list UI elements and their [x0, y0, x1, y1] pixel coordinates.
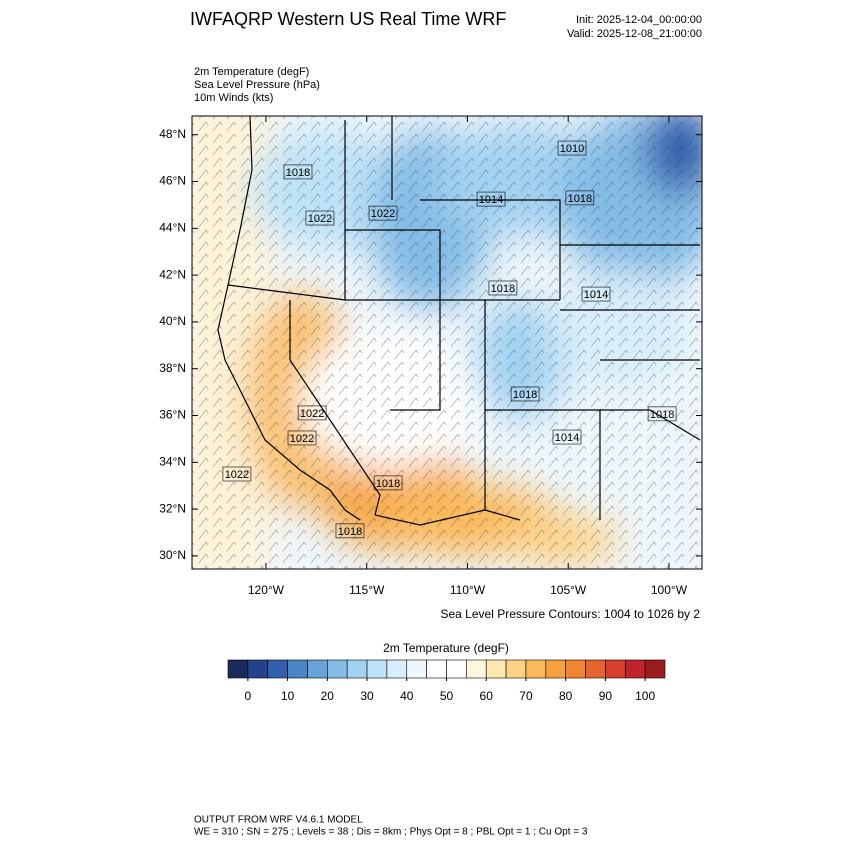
- colorbar-box: [644, 659, 666, 679]
- colorbar-box: [446, 659, 467, 679]
- colorbar-tick-label: 50: [440, 689, 454, 703]
- contour-label-box: [647, 406, 677, 422]
- contour-label: 1014: [479, 194, 503, 206]
- colorbar-box: [426, 659, 447, 679]
- x-tick-label: 120°W: [248, 583, 285, 597]
- colorbar-tick-label: 60: [480, 689, 494, 703]
- y-tick-label: 30°N: [159, 548, 186, 562]
- y-tick-label: 46°N: [159, 174, 186, 188]
- contour-label: 1022: [300, 408, 324, 420]
- colorbar-box: [505, 659, 527, 679]
- colorbar-box: [406, 659, 427, 679]
- init-time: Init: 2025-12-04_00:00:00: [576, 14, 702, 26]
- colorbar-box: [327, 659, 348, 679]
- contour-label-box: [488, 280, 518, 296]
- x-tick-label: 100°W: [651, 583, 688, 597]
- map-field: [192, 116, 702, 569]
- contour-label-box: [557, 140, 587, 156]
- colorbar-box: [267, 659, 288, 679]
- field-label: 2m Temperature (degF): [194, 66, 309, 78]
- y-tick-label: 44°N: [159, 220, 186, 234]
- contour-label-box: [297, 405, 327, 421]
- footer-line: WE = 310 ; SN = 275 ; Levels = 38 ; Dis …: [194, 827, 588, 838]
- contour-label-box: [305, 210, 335, 226]
- colorbar-tick-label: 10: [281, 689, 295, 703]
- colorbar-box: [466, 659, 487, 679]
- colorbar-box: [366, 659, 388, 679]
- y-tick-label: 34°N: [159, 454, 186, 468]
- contour-label-box: [287, 430, 317, 446]
- colorbar-box: [525, 659, 547, 679]
- field-label: 10m Winds (kts): [194, 92, 273, 104]
- contour-label-box: [373, 475, 403, 491]
- colorbar-box: [565, 659, 586, 679]
- colorbar-tick-label: 80: [559, 689, 573, 703]
- contour-label: 1022: [308, 213, 332, 225]
- x-tick-label: 105°W: [550, 583, 587, 597]
- x-tick-label: 110°W: [450, 583, 486, 597]
- colorbar-box: [485, 659, 507, 679]
- y-tick-label: 42°N: [159, 267, 186, 281]
- contour-label: 1022: [225, 469, 249, 481]
- contour-label-box: [222, 466, 252, 482]
- colorbar-box: [624, 659, 646, 679]
- contour-label: 1018: [491, 283, 515, 295]
- contour-label: 1018: [568, 193, 592, 205]
- contour-label: 1022: [371, 208, 395, 220]
- contour-label: 1018: [338, 526, 362, 538]
- colorbar-box: [585, 659, 606, 679]
- contour-label: 1014: [584, 289, 608, 301]
- contour-label-box: [368, 205, 398, 221]
- colorbar-box: [307, 659, 328, 679]
- colorbar-tick-label: 100: [635, 689, 655, 703]
- contour-label: 1010: [560, 143, 584, 155]
- colorbar-box: [287, 659, 308, 679]
- contour-note: Sea Level Pressure Contours: 1004 to 102…: [441, 607, 701, 621]
- title: IWFAQRP Western US Real Time WRF: [190, 9, 506, 29]
- colorbar-box: [346, 659, 368, 679]
- valid-time: Valid: 2025-12-08_21:00:00: [567, 28, 702, 40]
- colorbar-tick-label: 40: [400, 689, 414, 703]
- colorbar-box: [545, 659, 566, 679]
- colorbar-box: [605, 659, 626, 679]
- contour-label-box: [335, 523, 365, 539]
- y-tick-label: 32°N: [159, 501, 186, 515]
- y-tick-label: 40°N: [159, 314, 186, 328]
- x-tick-label: 115°W: [349, 583, 385, 597]
- colorbar-tick-label: 20: [321, 689, 335, 703]
- colorbar-box: [386, 659, 408, 679]
- footer-line: OUTPUT FROM WRF V4.6.1 MODEL: [194, 815, 363, 826]
- contour-label: 1018: [376, 478, 400, 490]
- contour-label: 1018: [286, 167, 310, 179]
- contour-label: 1022: [290, 433, 314, 445]
- contour-label: 1018: [650, 409, 674, 421]
- contour-label: 1014: [555, 432, 579, 444]
- contour-label-box: [476, 191, 506, 207]
- contour-label-box: [581, 286, 611, 302]
- map-frame: [191, 115, 703, 570]
- field-label: Sea Level Pressure (hPa): [194, 79, 320, 91]
- colorbar-tick-label: 90: [599, 689, 613, 703]
- contour-label-box: [283, 164, 313, 180]
- y-tick-label: 48°N: [159, 127, 186, 141]
- y-tick-label: 38°N: [159, 361, 186, 375]
- contour-label: 1018: [513, 389, 537, 401]
- contour-label-box: [565, 190, 595, 206]
- colorbar-box: [247, 659, 269, 679]
- colorbar-tick-label: 0: [245, 689, 252, 703]
- colorbar-tick-label: 70: [519, 689, 533, 703]
- y-tick-label: 36°N: [159, 408, 186, 422]
- colorbar-tick-label: 30: [360, 689, 374, 703]
- colorbar-box: [227, 659, 249, 679]
- colorbar-title: 2m Temperature (degF): [383, 641, 509, 655]
- contour-label-box: [510, 386, 540, 402]
- contour-label-box: [552, 429, 582, 445]
